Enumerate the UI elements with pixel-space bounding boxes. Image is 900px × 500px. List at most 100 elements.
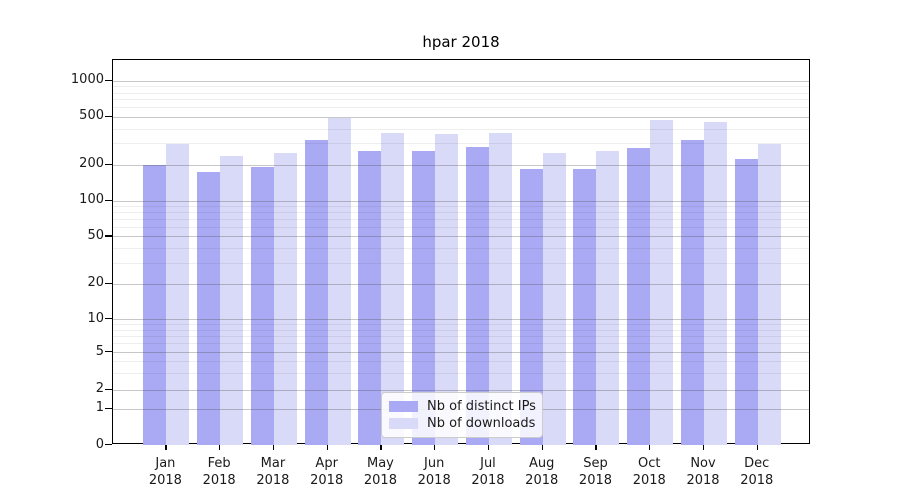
- x-tick-mark: [595, 445, 597, 450]
- x-tick-label: Jul 2018: [456, 455, 520, 489]
- gridline-minor: [113, 226, 809, 228]
- x-tick-label-line: Dec: [744, 456, 770, 471]
- x-tick-label-line: 2018: [310, 473, 344, 488]
- x-tick-label-line: 2018: [363, 473, 397, 488]
- gridline-major: [113, 236, 809, 238]
- gridline-major: [113, 200, 809, 202]
- x-tick-label-line: 2018: [148, 473, 182, 488]
- y-tick-mark: [105, 282, 112, 284]
- y-tick-label: 20: [87, 275, 104, 291]
- x-tick-label-line: 2018: [471, 473, 505, 488]
- x-tick-mark: [326, 445, 328, 450]
- bar-distinct-ips: [197, 172, 221, 445]
- x-tick-label-line: 2018: [740, 473, 774, 488]
- x-tick-label-line: 2018: [417, 473, 451, 488]
- gridline-minor: [113, 262, 809, 264]
- gridline-minor: [113, 92, 809, 94]
- x-tick-mark: [380, 445, 382, 450]
- bar-downloads: [327, 117, 351, 445]
- x-tick-label-line: Mar: [260, 456, 286, 471]
- x-tick-mark: [649, 445, 651, 450]
- x-tick-label: Jun 2018: [402, 455, 466, 489]
- legend-label-distinct-ips: Nb of distinct IPs: [427, 399, 536, 414]
- x-tick-label-line: May: [366, 456, 394, 471]
- x-tick-label: Aug 2018: [510, 455, 574, 489]
- legend-swatch-distinct-ips: [389, 401, 418, 412]
- gridline-minor: [113, 99, 809, 101]
- y-tick-mark: [105, 79, 112, 82]
- gridline-minor: [113, 128, 809, 130]
- gridline-minor: [113, 206, 809, 208]
- bar-downloads: [166, 143, 190, 445]
- gridline-minor: [113, 212, 809, 214]
- bars-layer: [113, 60, 809, 445]
- y-tick-mark: [105, 235, 112, 237]
- gridline-minor: [113, 329, 809, 331]
- gridline-minor: [113, 107, 809, 109]
- bar-distinct-ips: [250, 166, 274, 445]
- x-tick-mark: [541, 445, 543, 450]
- bar-distinct-ips: [358, 151, 382, 445]
- gridline-minor: [113, 336, 809, 338]
- y-tick-mark: [105, 163, 112, 165]
- bar-downloads: [542, 153, 566, 445]
- gridline-minor: [113, 86, 809, 88]
- y-tick-label: 5: [95, 343, 104, 359]
- x-tick-label-line: Aug: [529, 456, 555, 471]
- y-tick-label: 50: [87, 227, 104, 243]
- gridline-minor: [113, 247, 809, 249]
- bar-distinct-ips: [304, 140, 328, 445]
- x-tick-label-line: Sep: [583, 456, 608, 471]
- gridline-major: [113, 116, 809, 118]
- y-tick-label: 2: [95, 381, 104, 397]
- gridline-minor: [113, 343, 809, 345]
- y-tick-mark: [105, 444, 112, 446]
- x-tick-mark: [219, 445, 221, 450]
- gridline-minor: [113, 218, 809, 220]
- y-tick-mark: [105, 388, 112, 390]
- x-tick-label: May 2018: [348, 455, 412, 489]
- y-tick-mark: [105, 199, 112, 201]
- x-tick-label: Dec 2018: [725, 455, 789, 489]
- legend: Nb of distinct IPs Nb of downloads: [381, 392, 543, 438]
- x-tick-mark: [487, 445, 490, 450]
- bar-downloads: [220, 155, 244, 445]
- y-tick-mark: [105, 115, 112, 118]
- x-tick-label: Jan 2018: [133, 455, 197, 489]
- x-tick-label-line: Jun: [424, 456, 445, 471]
- x-tick-label-line: Nov: [690, 456, 716, 471]
- x-tick-label-line: 2018: [632, 473, 666, 488]
- x-tick-label-line: Jul: [480, 456, 496, 471]
- bar-downloads: [273, 153, 297, 445]
- y-tick-label: 10: [87, 310, 104, 326]
- y-tick-label: 1: [95, 400, 104, 416]
- x-tick-label: Apr 2018: [295, 455, 359, 489]
- y-tick-label: 200: [79, 156, 104, 172]
- x-tick-mark: [703, 445, 705, 450]
- gridline-minor: [113, 373, 809, 375]
- gridline-minor: [113, 324, 809, 326]
- x-tick-mark: [165, 445, 167, 450]
- x-tick-label-line: Jan: [155, 456, 176, 471]
- chart-title: hpar 2018: [422, 33, 500, 51]
- gridlines-layer: [113, 60, 809, 443]
- bar-distinct-ips: [573, 168, 597, 445]
- gridline-minor: [113, 361, 809, 363]
- x-tick-mark: [272, 445, 275, 450]
- x-tick-label: Oct 2018: [617, 455, 681, 489]
- legend-item-distinct-ips: Nb of distinct IPs: [389, 399, 536, 414]
- x-tick-label-line: 2018: [525, 473, 559, 488]
- gridline-major: [113, 80, 809, 82]
- x-tick-label-line: 2018: [578, 473, 613, 488]
- y-tick-label: 500: [79, 108, 104, 124]
- x-tick-label-line: 2018: [686, 473, 720, 488]
- x-tick-mark: [756, 445, 758, 450]
- x-tick-label: Nov 2018: [671, 455, 735, 489]
- plot-area: [112, 59, 810, 445]
- legend-item-downloads: Nb of downloads: [389, 416, 535, 431]
- y-tick-mark: [105, 318, 112, 320]
- x-tick-label-line: 2018: [202, 473, 236, 488]
- y-tick-mark: [105, 407, 112, 409]
- bar-downloads: [757, 144, 781, 445]
- x-tick-label-line: Feb: [207, 456, 231, 471]
